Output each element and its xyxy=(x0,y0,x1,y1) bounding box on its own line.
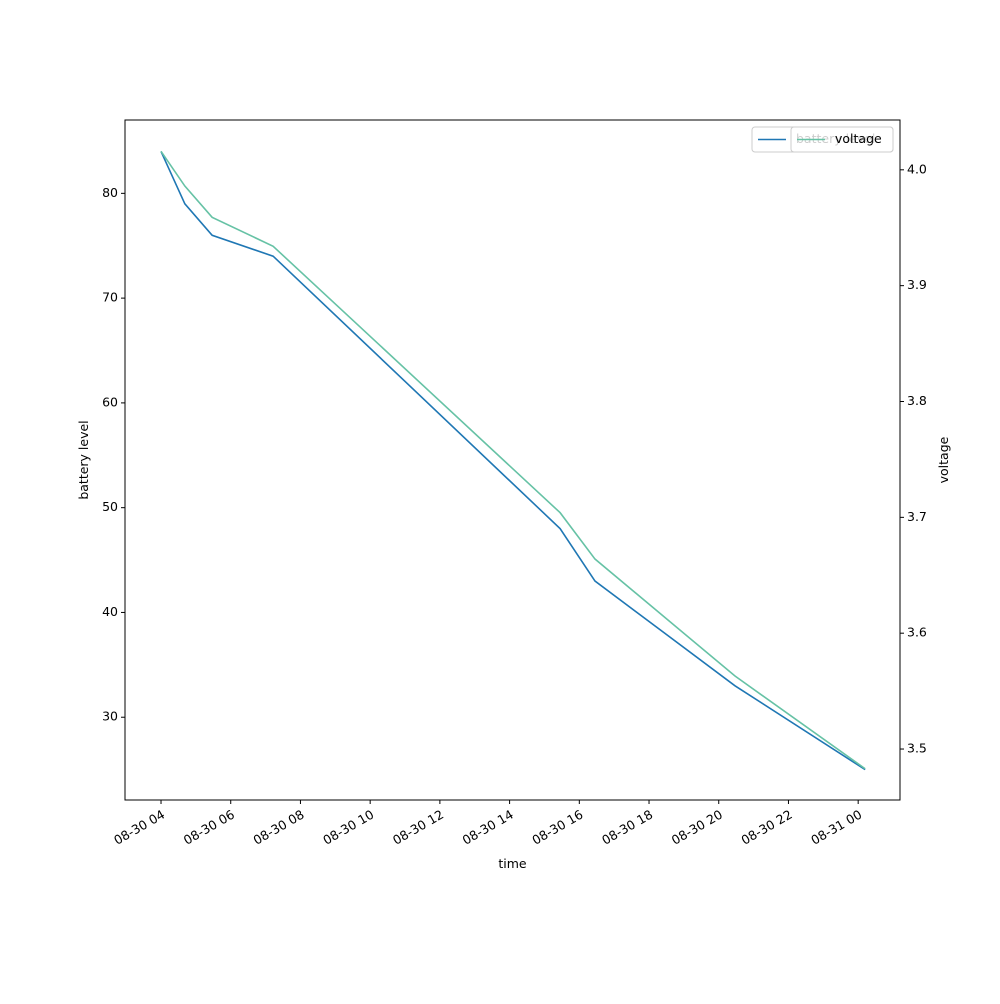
legend-box xyxy=(790,126,894,153)
y-tick-label: 50 xyxy=(102,499,118,514)
x-axis-label: time xyxy=(498,856,527,871)
series-line xyxy=(160,150,866,770)
x-tick-label: 08-30 06 xyxy=(181,807,237,848)
legend-label: voltage xyxy=(835,131,882,146)
x-tick-label: 08-30 04 xyxy=(111,807,167,848)
y2-tick-label: 3.6 xyxy=(907,625,927,640)
x-tick-label: 08-30 10 xyxy=(320,807,376,848)
plot-frame xyxy=(124,119,901,801)
x-tick-label: 08-30 22 xyxy=(739,807,795,848)
y-tick-label: 60 xyxy=(102,394,118,409)
x-tick-label: 08-30 08 xyxy=(251,807,307,848)
y2-tick-label: 3.7 xyxy=(907,509,927,524)
x-tick-label: 08-30 20 xyxy=(669,807,725,848)
x-tick-label: 08-30 18 xyxy=(599,807,655,848)
x-tick-label: 08-30 12 xyxy=(390,807,446,848)
y2-tick-label: 3.5 xyxy=(907,741,927,756)
y-tick-label: 30 xyxy=(102,709,118,724)
x-tick-label: 08-30 16 xyxy=(529,807,585,848)
y-axis-label: battery level xyxy=(76,420,91,499)
y-tick-label: 70 xyxy=(102,290,118,305)
y-tick-label: 40 xyxy=(102,604,118,619)
y-tick-label: 80 xyxy=(102,185,118,200)
x-tick-label: 08-30 14 xyxy=(460,807,516,848)
y2-tick-label: 4.0 xyxy=(907,161,927,176)
y2-tick-label: 3.9 xyxy=(907,277,927,292)
y2-tick-label: 3.8 xyxy=(907,393,927,408)
series-line xyxy=(160,151,866,771)
x-tick-label: 08-31 00 xyxy=(808,807,864,848)
y2-axis-label: voltage xyxy=(936,436,951,483)
